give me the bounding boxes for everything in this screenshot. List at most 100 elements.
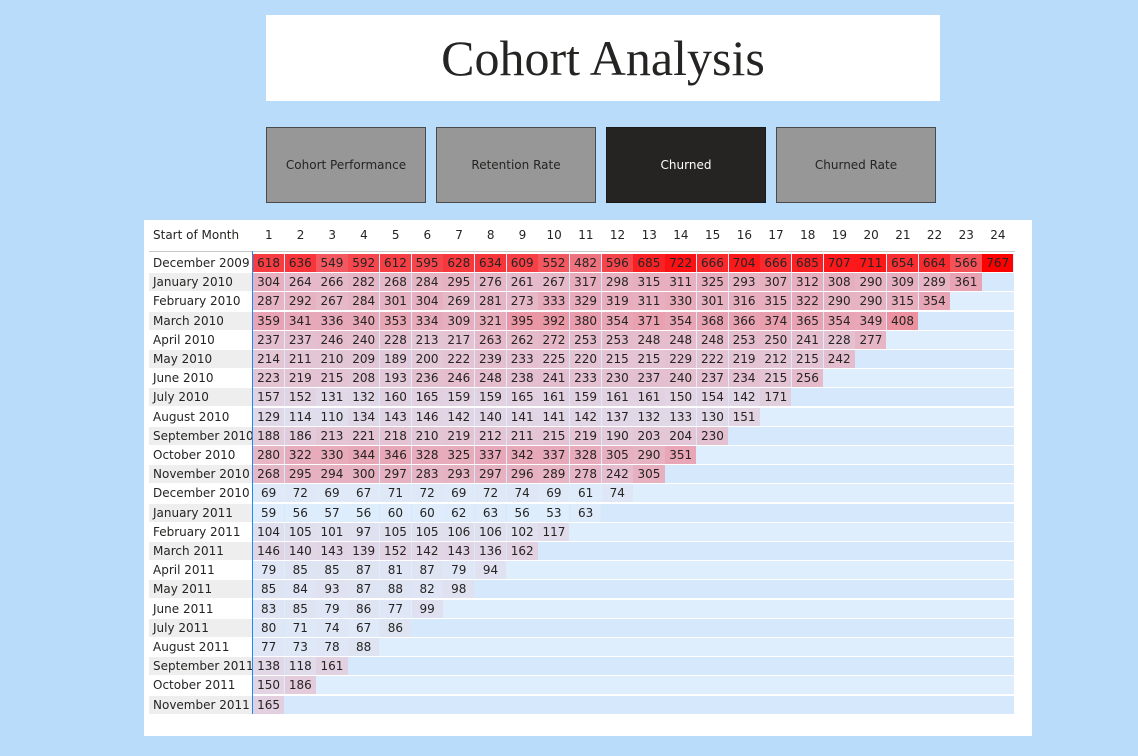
- matrix-cell[interactable]: 297: [474, 465, 507, 484]
- tab-retention-rate[interactable]: Retention Rate: [436, 127, 596, 203]
- matrix-cell[interactable]: 69: [443, 484, 475, 503]
- matrix-cell[interactable]: 150: [253, 676, 285, 695]
- matrix-cell[interactable]: 200: [411, 350, 443, 368]
- matrix-cell[interactable]: 238: [506, 369, 538, 388]
- matrix-cell[interactable]: 130: [696, 407, 728, 426]
- matrix-cell[interactable]: 165: [411, 388, 443, 407]
- matrix-cell[interactable]: 56: [284, 503, 316, 522]
- matrix-cell[interactable]: 233: [570, 369, 602, 388]
- matrix-cell[interactable]: 215: [538, 426, 570, 445]
- matrix-cell[interactable]: 93: [316, 580, 348, 599]
- matrix-cell[interactable]: 267: [538, 273, 570, 292]
- matrix-cell[interactable]: 295: [284, 465, 316, 484]
- matrix-cell[interactable]: 84: [284, 580, 316, 599]
- matrix-cell[interactable]: 237: [633, 369, 665, 388]
- matrix-cell[interactable]: 295: [443, 273, 475, 292]
- matrix-cell[interactable]: 136: [474, 542, 507, 560]
- matrix-cell[interactable]: 297: [379, 465, 411, 484]
- matrix-cell[interactable]: 566: [950, 254, 982, 272]
- matrix-cell[interactable]: 319: [601, 292, 633, 311]
- matrix-cell[interactable]: 215: [791, 350, 824, 368]
- matrix-cell[interactable]: 311: [633, 292, 665, 311]
- matrix-cell[interactable]: 154: [696, 388, 728, 407]
- matrix-cell[interactable]: 240: [665, 369, 697, 388]
- matrix-cell[interactable]: 304: [411, 292, 443, 311]
- matrix-cell[interactable]: 210: [316, 350, 348, 368]
- matrix-cell[interactable]: 161: [316, 657, 348, 676]
- matrix-cell[interactable]: 371: [633, 311, 665, 330]
- matrix-cell[interactable]: 146: [253, 542, 285, 560]
- matrix-cell[interactable]: 263: [474, 330, 507, 349]
- matrix-cell[interactable]: 282: [348, 273, 380, 292]
- matrix-cell[interactable]: 298: [601, 273, 633, 292]
- matrix-cell[interactable]: 157: [253, 388, 285, 407]
- matrix-cell[interactable]: 301: [379, 292, 411, 311]
- matrix-cell[interactable]: 596: [601, 254, 633, 272]
- matrix-cell[interactable]: 71: [284, 618, 316, 637]
- matrix-cell[interactable]: 67: [348, 618, 380, 637]
- tab-churned[interactable]: Churned: [606, 127, 766, 203]
- matrix-cell[interactable]: 374: [760, 311, 792, 330]
- matrix-cell[interactable]: 215: [601, 350, 633, 368]
- matrix-cell[interactable]: 210: [411, 426, 443, 445]
- matrix-cell[interactable]: 293: [728, 273, 760, 292]
- matrix-cell[interactable]: 106: [474, 522, 507, 541]
- matrix-cell[interactable]: 234: [728, 369, 760, 388]
- matrix-cell[interactable]: 101: [316, 522, 348, 541]
- matrix-cell[interactable]: 150: [665, 388, 697, 407]
- matrix-cell[interactable]: 241: [791, 330, 824, 349]
- matrix-cell[interactable]: 142: [411, 542, 443, 560]
- matrix-cell[interactable]: 368: [696, 311, 728, 330]
- matrix-cell[interactable]: 217: [443, 330, 475, 349]
- matrix-cell[interactable]: 240: [348, 330, 380, 349]
- matrix-cell[interactable]: 242: [601, 465, 633, 484]
- matrix-cell[interactable]: 248: [665, 330, 697, 349]
- matrix-cell[interactable]: 159: [443, 388, 475, 407]
- matrix-cell[interactable]: 218: [379, 426, 411, 445]
- matrix-cell[interactable]: 81: [379, 561, 411, 580]
- matrix-cell[interactable]: 253: [570, 330, 602, 349]
- matrix-cell[interactable]: 57: [316, 503, 348, 522]
- matrix-cell[interactable]: 354: [665, 311, 697, 330]
- matrix-cell[interactable]: 305: [601, 446, 633, 464]
- tab-churned-rate[interactable]: Churned Rate: [776, 127, 936, 203]
- matrix-cell[interactable]: 80: [253, 618, 285, 637]
- matrix-cell[interactable]: 79: [316, 599, 348, 618]
- matrix-cell[interactable]: 143: [316, 542, 348, 560]
- matrix-cell[interactable]: 321: [474, 311, 507, 330]
- matrix-cell[interactable]: 151: [728, 407, 760, 426]
- matrix-cell[interactable]: 290: [855, 292, 887, 311]
- matrix-cell[interactable]: 354: [918, 292, 950, 311]
- matrix-cell[interactable]: 131: [316, 388, 348, 407]
- matrix-cell[interactable]: 236: [411, 369, 443, 388]
- matrix-cell[interactable]: 61: [570, 484, 602, 503]
- matrix-cell[interactable]: 85: [253, 580, 285, 599]
- matrix-cell[interactable]: 134: [348, 407, 380, 426]
- matrix-cell[interactable]: 233: [506, 350, 538, 368]
- matrix-cell[interactable]: 666: [696, 254, 728, 272]
- matrix-cell[interactable]: 56: [506, 503, 538, 522]
- matrix-cell[interactable]: 237: [696, 369, 728, 388]
- matrix-cell[interactable]: 349: [855, 311, 887, 330]
- matrix-cell[interactable]: 685: [791, 254, 824, 272]
- matrix-cell[interactable]: 132: [633, 407, 665, 426]
- matrix-cell[interactable]: 141: [506, 407, 538, 426]
- matrix-cell[interactable]: 612: [379, 254, 411, 272]
- matrix-cell[interactable]: 283: [411, 465, 443, 484]
- matrix-cell[interactable]: 106: [443, 522, 475, 541]
- matrix-cell[interactable]: 140: [284, 542, 316, 560]
- matrix-cell[interactable]: 237: [284, 330, 316, 349]
- matrix-cell[interactable]: 289: [918, 273, 950, 292]
- matrix-cell[interactable]: 99: [411, 599, 443, 618]
- matrix-cell[interactable]: 305: [633, 465, 665, 484]
- matrix-cell[interactable]: 336: [316, 311, 348, 330]
- matrix-cell[interactable]: 365: [791, 311, 824, 330]
- matrix-cell[interactable]: 307: [760, 273, 792, 292]
- matrix-cell[interactable]: 722: [665, 254, 697, 272]
- matrix-cell[interactable]: 69: [253, 484, 285, 503]
- matrix-cell[interactable]: 114: [284, 407, 316, 426]
- matrix-cell[interactable]: 353: [379, 311, 411, 330]
- matrix-cell[interactable]: 62: [443, 503, 475, 522]
- matrix-cell[interactable]: 328: [411, 446, 443, 464]
- matrix-cell[interactable]: 654: [887, 254, 919, 272]
